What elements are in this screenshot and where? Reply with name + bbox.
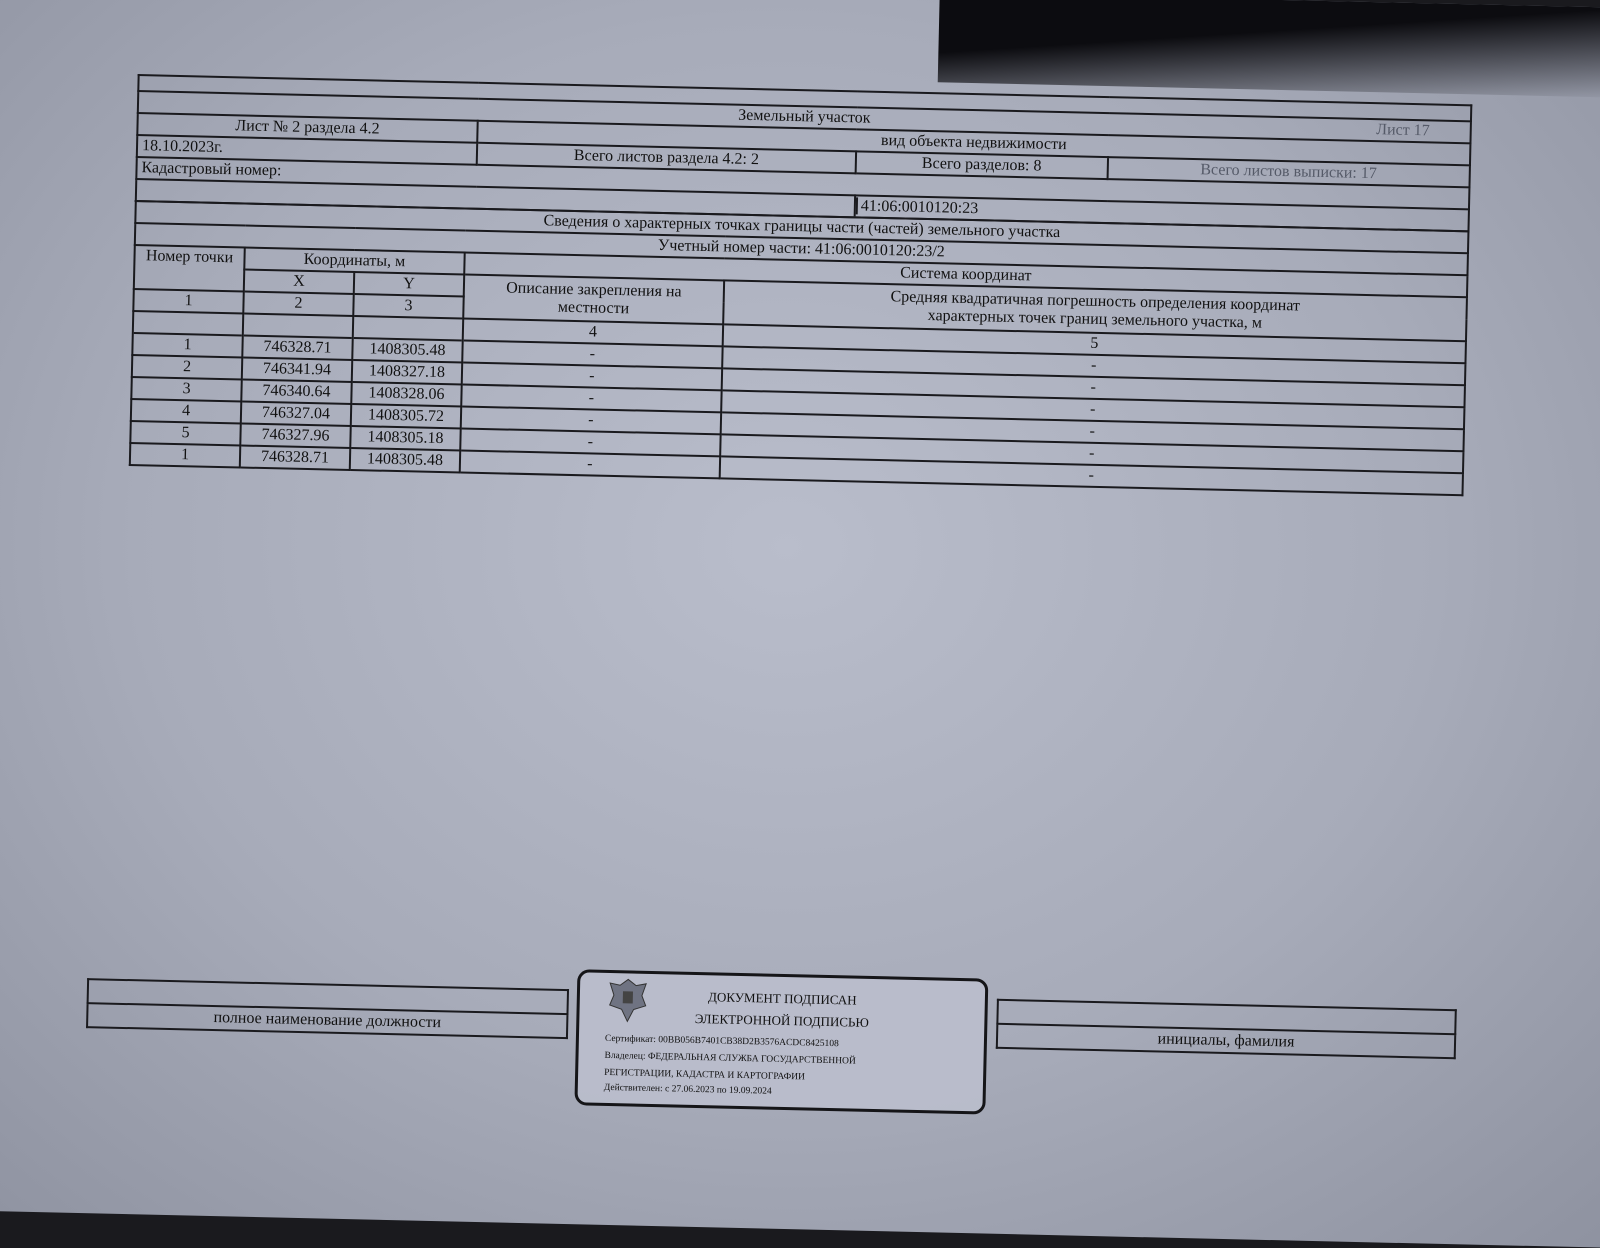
col-x: X: [243, 269, 355, 295]
extract-sheet: Земельный участок Лист 17 Лист № 2 раздел…: [129, 74, 1473, 496]
col-desc: Описание закрепления на местности: [463, 274, 725, 325]
cell-y: 1408328.06: [351, 381, 462, 407]
cell-point: 3: [131, 377, 242, 402]
cell-point: 5: [130, 420, 241, 446]
col-point: Номер точки: [133, 245, 245, 292]
col-number: 1: [133, 289, 244, 314]
cell-y: 1408305.72: [350, 403, 462, 429]
cell-desc: -: [459, 450, 721, 479]
cell-x: 746327.04: [240, 401, 352, 426]
cell-point: 2: [131, 355, 243, 380]
cell-point: 4: [130, 398, 242, 424]
cell-x: 746328.71: [239, 445, 351, 470]
sheet-number: Лист 17: [1376, 121, 1430, 140]
coat-of-arms-icon: [609, 978, 647, 1023]
cell-x: 746328.71: [242, 335, 353, 360]
cell-y: 1408305.18: [350, 425, 461, 451]
cell-y: 1408305.48: [352, 338, 463, 363]
points-table: Сведения о характерных точках границы ча…: [129, 200, 1470, 496]
col-number: 3: [353, 294, 464, 319]
cell-y: 1408305.48: [349, 447, 461, 473]
cell-point: 1: [132, 333, 243, 358]
electronic-signature-stamp: ДОКУМЕНТ ПОДПИСАН ЭЛЕКТРОННОЙ ПОДПИСЬЮ С…: [574, 969, 989, 1115]
col-y: Y: [353, 272, 465, 297]
cell-x: 746327.96: [240, 423, 351, 448]
cell-x: 746341.94: [241, 357, 353, 382]
col-number: 2: [243, 291, 354, 317]
cell-point: 1: [129, 442, 241, 468]
background-shadow: [937, 0, 1600, 99]
cell-x: 746340.64: [241, 379, 352, 404]
cell-y: 1408327.18: [351, 359, 463, 385]
